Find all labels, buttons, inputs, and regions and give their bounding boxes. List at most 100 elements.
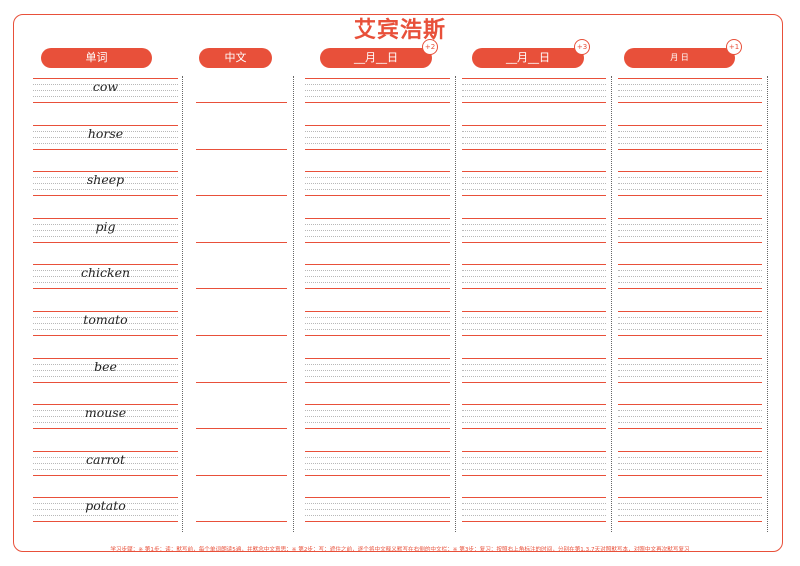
writing-bottom-line	[618, 102, 762, 103]
writing-top-line	[618, 264, 762, 266]
writing-top-line	[305, 497, 450, 499]
writing-guide-line	[462, 229, 606, 231]
vocab-word: potato	[85, 498, 126, 514]
writing-top-line	[462, 357, 606, 359]
writing-bottom-line	[33, 288, 178, 290]
writing-guide-line	[462, 235, 606, 237]
writing-bottom-line	[33, 241, 178, 243]
vocab-word: horse	[87, 125, 124, 141]
writing-guide-line	[618, 468, 762, 470]
chinese-answer-line	[196, 195, 287, 197]
writing-bottom-line	[305, 428, 450, 430]
writing-top-line	[33, 497, 178, 499]
writing-guide-line	[33, 456, 178, 458]
writing-guide-line	[618, 96, 762, 97]
writing-top-line	[618, 311, 762, 312]
vocab-word: bee	[94, 358, 117, 374]
review-1-day-badge: +2	[422, 39, 438, 55]
writing-guide-line	[305, 509, 450, 511]
header-review-2: __月__日	[472, 48, 584, 68]
writing-bottom-line	[462, 381, 606, 383]
writing-guide-line	[33, 509, 178, 511]
writing-bottom-line	[462, 521, 606, 523]
writing-guide-line	[618, 456, 762, 458]
writing-guide-line	[305, 177, 450, 179]
writing-bottom-line	[618, 474, 762, 476]
writing-bottom-line	[33, 428, 178, 430]
writing-top-line	[305, 78, 450, 79]
writing-bottom-line	[305, 381, 450, 383]
writing-guide-line	[462, 270, 606, 272]
writing-guide-line	[618, 282, 762, 284]
writing-guide-line	[462, 468, 606, 470]
writing-guide-line	[462, 96, 606, 97]
writing-bottom-line	[618, 288, 762, 290]
writing-guide-line	[618, 462, 762, 464]
vocab-word: sheep	[86, 172, 125, 188]
writing-guide-line	[33, 130, 178, 132]
writing-guide-line	[33, 84, 178, 85]
writing-guide-line	[305, 323, 450, 324]
writing-guide-line	[33, 183, 178, 185]
writing-guide-line	[305, 369, 450, 371]
writing-guide-line	[462, 183, 606, 185]
writing-guide-line	[305, 363, 450, 365]
writing-bottom-line	[33, 521, 178, 523]
writing-bottom-line	[33, 102, 178, 103]
writing-bottom-line	[305, 241, 450, 243]
writing-guide-line	[305, 130, 450, 132]
writing-guide-line	[462, 329, 606, 330]
vocab-word: pig	[95, 218, 116, 234]
writing-guide-line	[618, 363, 762, 365]
writing-guide-line	[618, 90, 762, 91]
writing-guide-line	[305, 282, 450, 284]
writing-guide-line	[33, 276, 178, 278]
writing-guide-line	[618, 183, 762, 185]
writing-guide-line	[462, 323, 606, 324]
writing-guide-line	[618, 515, 762, 517]
chinese-answer-line	[196, 335, 287, 336]
writing-bottom-line	[33, 381, 178, 383]
writing-guide-line	[618, 317, 762, 318]
writing-guide-line	[462, 503, 606, 505]
writing-guide-line	[618, 410, 762, 412]
writing-bottom-line	[618, 195, 762, 197]
writing-top-line	[33, 404, 178, 406]
writing-guide-line	[462, 456, 606, 458]
writing-guide-line	[462, 130, 606, 132]
writing-guide-line	[618, 276, 762, 278]
column-divider	[767, 76, 768, 532]
writing-bottom-line	[618, 381, 762, 383]
writing-top-line	[33, 124, 178, 126]
header-review-3: 月 日	[624, 48, 735, 68]
writing-top-line	[618, 217, 762, 219]
writing-guide-line	[462, 410, 606, 412]
writing-top-line	[33, 217, 178, 219]
writing-bottom-line	[33, 335, 178, 336]
writing-top-line	[462, 450, 606, 452]
writing-guide-line	[305, 223, 450, 225]
column-divider	[182, 76, 183, 532]
writing-guide-line	[33, 189, 178, 191]
writing-guide-line	[305, 270, 450, 272]
writing-guide-line	[33, 142, 178, 144]
writing-top-line	[618, 404, 762, 406]
writing-bottom-line	[305, 102, 450, 103]
writing-guide-line	[305, 468, 450, 470]
writing-guide-line	[462, 276, 606, 278]
writing-guide-line	[305, 456, 450, 458]
writing-top-line	[462, 171, 606, 173]
writing-guide-line	[462, 363, 606, 365]
writing-guide-line	[462, 84, 606, 85]
writing-guide-line	[33, 468, 178, 470]
writing-bottom-line	[462, 428, 606, 430]
vocab-word: tomato	[83, 312, 128, 327]
writing-guide-line	[305, 136, 450, 138]
writing-guide-line	[33, 503, 178, 505]
column-divider	[455, 76, 456, 532]
writing-guide-line	[305, 462, 450, 464]
vocab-word: chicken	[80, 265, 131, 281]
writing-top-line	[462, 78, 606, 79]
writing-guide-line	[33, 462, 178, 464]
review-3-day-badge: +1	[726, 39, 742, 55]
